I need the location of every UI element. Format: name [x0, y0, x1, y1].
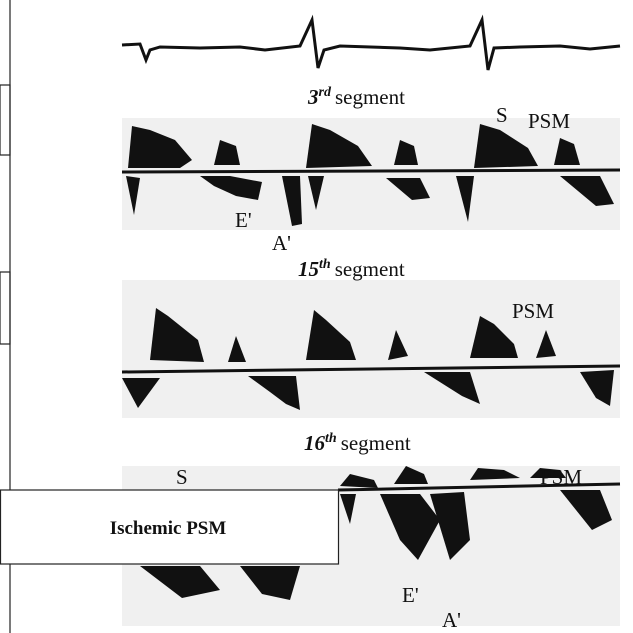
wave-label: PSM	[512, 299, 554, 323]
callout-text: Ischemic PSM	[110, 518, 227, 539]
text-part: 15	[298, 257, 319, 281]
doppler-panel-shape	[536, 330, 556, 358]
doppler-panel-shape	[560, 176, 614, 206]
doppler-panel-shape	[200, 176, 262, 200]
doppler-panel-shape	[474, 124, 538, 168]
doppler-panel-shape	[380, 494, 440, 560]
wave-label: A'	[442, 608, 461, 632]
segment-title: 15th segment	[298, 257, 405, 281]
wave-label: S	[176, 465, 188, 489]
doppler-panel-shape	[240, 566, 300, 600]
text-part: segment	[341, 431, 411, 455]
doppler-panel-shape	[340, 474, 378, 488]
doppler-panel-shape	[388, 330, 408, 360]
doppler-panel-shape	[140, 566, 220, 598]
panel-shape	[0, 84, 11, 156]
doppler-panel-shape	[306, 310, 356, 360]
doppler-panel-shape	[394, 466, 428, 484]
text-part: segment	[335, 257, 405, 281]
doppler-panel-shape	[430, 492, 470, 560]
doppler-panel-shape	[580, 370, 614, 406]
wave-label: PSM	[540, 465, 582, 489]
doppler-panel-shape	[560, 490, 612, 530]
doppler-panel-shape	[456, 176, 474, 222]
ecg-trace	[121, 14, 621, 71]
doppler-panel-shape	[470, 316, 518, 358]
baseline	[121, 168, 621, 174]
doppler-panel-shape	[228, 336, 246, 362]
doppler-panel-shape	[308, 176, 324, 210]
doppler-panel-shape	[150, 308, 204, 362]
doppler-panel-shape	[214, 140, 240, 165]
doppler-panel-shape	[424, 372, 480, 404]
doppler-panel-shape	[306, 124, 372, 168]
text-part: 3	[307, 85, 319, 109]
doppler-panel-shape	[126, 176, 140, 215]
baseline	[337, 482, 621, 492]
panel-shape	[0, 271, 11, 345]
text-part: segment	[335, 85, 405, 109]
doppler-panel-shape	[394, 140, 418, 165]
panel-shape	[122, 118, 620, 230]
callout-box: Ischemic PSM	[0, 489, 340, 565]
text-part: rd	[319, 85, 332, 100]
doppler-panel	[121, 280, 621, 418]
panel-shape	[0, 489, 340, 565]
doppler-panel-shape	[122, 378, 160, 408]
doppler-panel-shape	[340, 494, 356, 524]
segment-title: 3rd segment	[307, 85, 405, 109]
wave-label: A'	[272, 231, 291, 255]
text-part: th	[325, 431, 337, 446]
doppler-panel-shape	[554, 138, 580, 165]
doppler-panel-shape	[248, 376, 300, 410]
panel-shape	[122, 280, 620, 418]
wave-label: E'	[235, 208, 252, 232]
segment-title: 16th segment	[304, 431, 411, 455]
wave-label: E'	[402, 583, 419, 607]
text-part: th	[319, 257, 331, 272]
ecg-trace-shape	[121, 14, 621, 71]
doppler-panel-shape	[530, 468, 566, 478]
doppler-panel	[121, 118, 621, 230]
annotations: 3rd segment S PSM E' A' 15th segment PSM 1…	[176, 85, 582, 632]
doppler-panel-shape	[128, 126, 192, 168]
doppler-panel-shape	[470, 468, 520, 480]
doppler-panel-shape	[282, 176, 302, 226]
baseline	[121, 364, 621, 374]
doppler-panel-shape	[386, 178, 430, 200]
wave-label: PSM	[528, 109, 570, 133]
text-part: 16	[304, 431, 326, 455]
wave-label: S	[496, 103, 508, 127]
